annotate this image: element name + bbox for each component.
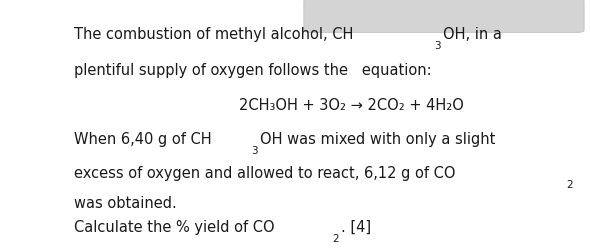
- Text: 3: 3: [251, 146, 258, 156]
- Text: . [4]: . [4]: [341, 220, 371, 235]
- Text: was obtained.: was obtained.: [74, 196, 176, 211]
- FancyBboxPatch shape: [304, 0, 584, 32]
- Text: OH was mixed with only a slight: OH was mixed with only a slight: [260, 132, 495, 147]
- Text: 2: 2: [566, 180, 573, 190]
- Text: 3: 3: [434, 41, 441, 51]
- Text: plentiful supply of oxygen follows the   equation:: plentiful supply of oxygen follows the e…: [74, 63, 431, 78]
- Text: Calculate the % yield of CO: Calculate the % yield of CO: [74, 220, 274, 235]
- Text: excess of oxygen and allowed to react, 6,12 g of CO: excess of oxygen and allowed to react, 6…: [74, 166, 455, 181]
- Text: 2CH₃OH + 3O₂ → 2CO₂ + 4H₂O: 2CH₃OH + 3O₂ → 2CO₂ + 4H₂O: [239, 98, 464, 113]
- Text: The combustion of methyl alcohol, CH: The combustion of methyl alcohol, CH: [74, 27, 353, 42]
- Text: 2: 2: [333, 234, 339, 244]
- Text: OH, in a: OH, in a: [442, 27, 502, 42]
- Text: When 6,40 g of CH: When 6,40 g of CH: [74, 132, 211, 147]
